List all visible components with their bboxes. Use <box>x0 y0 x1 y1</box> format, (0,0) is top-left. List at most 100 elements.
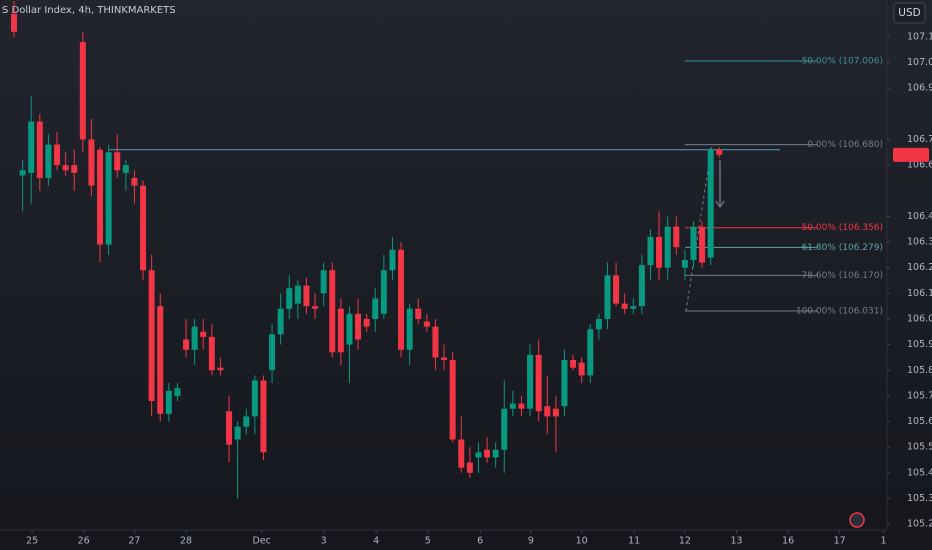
fib-label: 0.00% (106.680) <box>807 140 883 150</box>
candle-body <box>62 165 69 171</box>
candle-body <box>613 275 620 304</box>
candle-body <box>466 462 473 473</box>
candle-body <box>11 13 18 32</box>
candle-body <box>621 303 628 309</box>
candle-body <box>518 403 525 409</box>
y-tick-label: 106.000 <box>907 313 932 324</box>
chart-title: S Dollar Index, 4h, THINKMARKETS <box>2 5 176 16</box>
x-tick-label: 17 <box>834 536 846 547</box>
candle-body <box>681 260 688 268</box>
last-price-tag <box>893 147 929 162</box>
candle-body <box>294 285 301 304</box>
x-tick-label: 16 <box>782 536 794 547</box>
y-tick-label: 105.500 <box>907 442 932 453</box>
y-tick-label: 105.400 <box>907 467 932 478</box>
candle-body <box>45 144 52 178</box>
candle-body <box>36 121 43 178</box>
x-tick-label: 13 <box>730 536 742 547</box>
candle-body <box>260 380 267 453</box>
y-tick-label: 106.100 <box>907 288 932 299</box>
candle-body <box>303 285 310 307</box>
candle-body <box>165 390 172 414</box>
candle-body <box>664 226 671 268</box>
candle-body <box>432 326 439 358</box>
candle-body <box>79 42 86 140</box>
candle-body <box>19 170 26 176</box>
currency-button[interactable] <box>893 2 926 24</box>
fib-label: 61.80% (106.279) <box>802 243 883 253</box>
candle-body <box>587 329 594 376</box>
candle-body <box>208 336 215 371</box>
y-tick-label: 106.200 <box>907 262 932 273</box>
candle-body <box>191 326 198 350</box>
candle-body <box>527 354 534 409</box>
candle-body <box>501 408 508 450</box>
candle-body <box>690 226 697 260</box>
candle-body <box>707 149 714 258</box>
candle-body <box>638 265 645 307</box>
candle-body <box>475 452 482 458</box>
x-tick-label: 28 <box>180 536 192 547</box>
candle-body <box>140 185 147 271</box>
candle-body <box>578 362 585 376</box>
candle-body <box>243 416 250 427</box>
candle-body <box>449 360 456 440</box>
x-tick-label: 27 <box>128 536 140 547</box>
y-tick-label: 105.200 <box>907 519 932 530</box>
candle-body <box>54 144 61 166</box>
y-tick-label: 107.000 <box>907 57 932 68</box>
candle-body <box>337 308 344 353</box>
candle-body <box>28 121 35 173</box>
candle-body <box>355 313 362 340</box>
candle-body <box>363 318 370 327</box>
currency-label[interactable]: USD <box>898 7 920 19</box>
fib-label: 78.60% (106.170) <box>802 271 883 281</box>
candle-body <box>97 149 104 245</box>
candle-body <box>423 321 430 327</box>
y-tick-label: 105.600 <box>907 416 932 427</box>
y-tick-label: 106.600 <box>907 160 932 171</box>
candle-body <box>174 388 181 396</box>
x-tick-label: 12 <box>679 536 691 547</box>
x-tick-label: 1 <box>881 536 887 547</box>
fib-label: 100.00% (106.031) <box>796 307 883 317</box>
candle-body <box>114 152 121 171</box>
candle-body <box>716 149 723 155</box>
candle-body <box>458 439 465 468</box>
candle-body <box>561 360 568 407</box>
fib-trend <box>685 144 713 312</box>
candle-body <box>647 236 654 266</box>
candle-body <box>673 226 680 248</box>
candle-body <box>131 177 138 186</box>
candle-body <box>105 152 112 245</box>
candle-body <box>217 367 224 371</box>
candle-body <box>544 406 551 417</box>
candle-body <box>406 308 413 350</box>
candle-body <box>88 139 95 186</box>
candle-body <box>346 313 353 345</box>
alert-icon[interactable] <box>849 512 865 528</box>
x-tick-label: 3 <box>321 536 327 547</box>
x-tick-label: 26 <box>78 536 90 547</box>
candle-body <box>380 270 387 314</box>
candle-body <box>329 270 336 353</box>
candle-body <box>320 270 327 294</box>
candle-body <box>570 360 577 368</box>
candle-body <box>71 165 78 173</box>
y-tick-label: 105.900 <box>907 339 932 350</box>
candle-body <box>148 270 155 402</box>
candle-body <box>157 306 164 414</box>
candle-body <box>286 288 293 309</box>
candle-body <box>595 318 602 330</box>
candle-body <box>251 380 258 417</box>
x-tick-label: 25 <box>26 536 38 547</box>
candle-body <box>509 403 516 409</box>
candle-body <box>535 354 542 412</box>
candle-body <box>269 334 276 371</box>
x-tick-label: 9 <box>528 536 534 547</box>
candle-body <box>372 298 379 319</box>
x-tick-label: 10 <box>576 536 588 547</box>
y-tick-label: 105.700 <box>907 390 932 401</box>
y-tick-label: 106.700 <box>907 134 932 145</box>
